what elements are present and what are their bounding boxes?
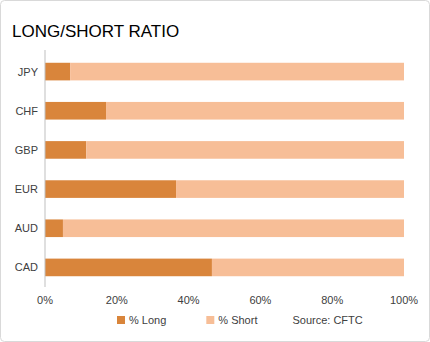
- bar-segment: [106, 102, 404, 120]
- y-axis-line: [45, 50, 46, 287]
- bar-segment: [45, 102, 106, 120]
- bar-segment: [45, 219, 63, 237]
- bar-segment: [63, 219, 404, 237]
- category-label: AUD: [15, 222, 38, 234]
- bar-segment: [86, 141, 404, 159]
- category-label: CAD: [15, 261, 38, 273]
- annotation: Source: CFTC: [292, 314, 362, 326]
- legend-label: % Short: [218, 314, 257, 326]
- bars: [45, 63, 404, 276]
- title: LONG/SHORT RATIO: [12, 22, 179, 41]
- category-label: CHF: [15, 105, 38, 117]
- x-tick-label: 80%: [321, 294, 343, 306]
- x-tick-label: 40%: [178, 294, 200, 306]
- legend-label: % Long: [129, 314, 166, 326]
- x-tick-label: 0%: [37, 294, 53, 306]
- chart: LONG/SHORT RATIO JPY CHF GBP EUR AUD CAD 0% 20% 4…: [0, 0, 430, 342]
- category-label: GBP: [15, 144, 38, 156]
- legend-swatch: [206, 316, 214, 324]
- bar-segment: [45, 259, 212, 277]
- x-tick-label: 100%: [390, 294, 418, 306]
- x-tick-label: 60%: [249, 294, 271, 306]
- x-tick-label: 20%: [106, 294, 128, 306]
- bar-segment: [212, 259, 404, 277]
- bar-segment: [176, 180, 404, 198]
- category-label: JPY: [18, 66, 39, 78]
- bar-segment: [45, 63, 70, 81]
- category-label: EUR: [15, 183, 38, 195]
- chart-frame: [1, 1, 430, 342]
- bar-segment: [70, 63, 404, 81]
- bar-segment: [45, 180, 176, 198]
- legend-swatch: [117, 316, 125, 324]
- bar-segment: [45, 141, 86, 159]
